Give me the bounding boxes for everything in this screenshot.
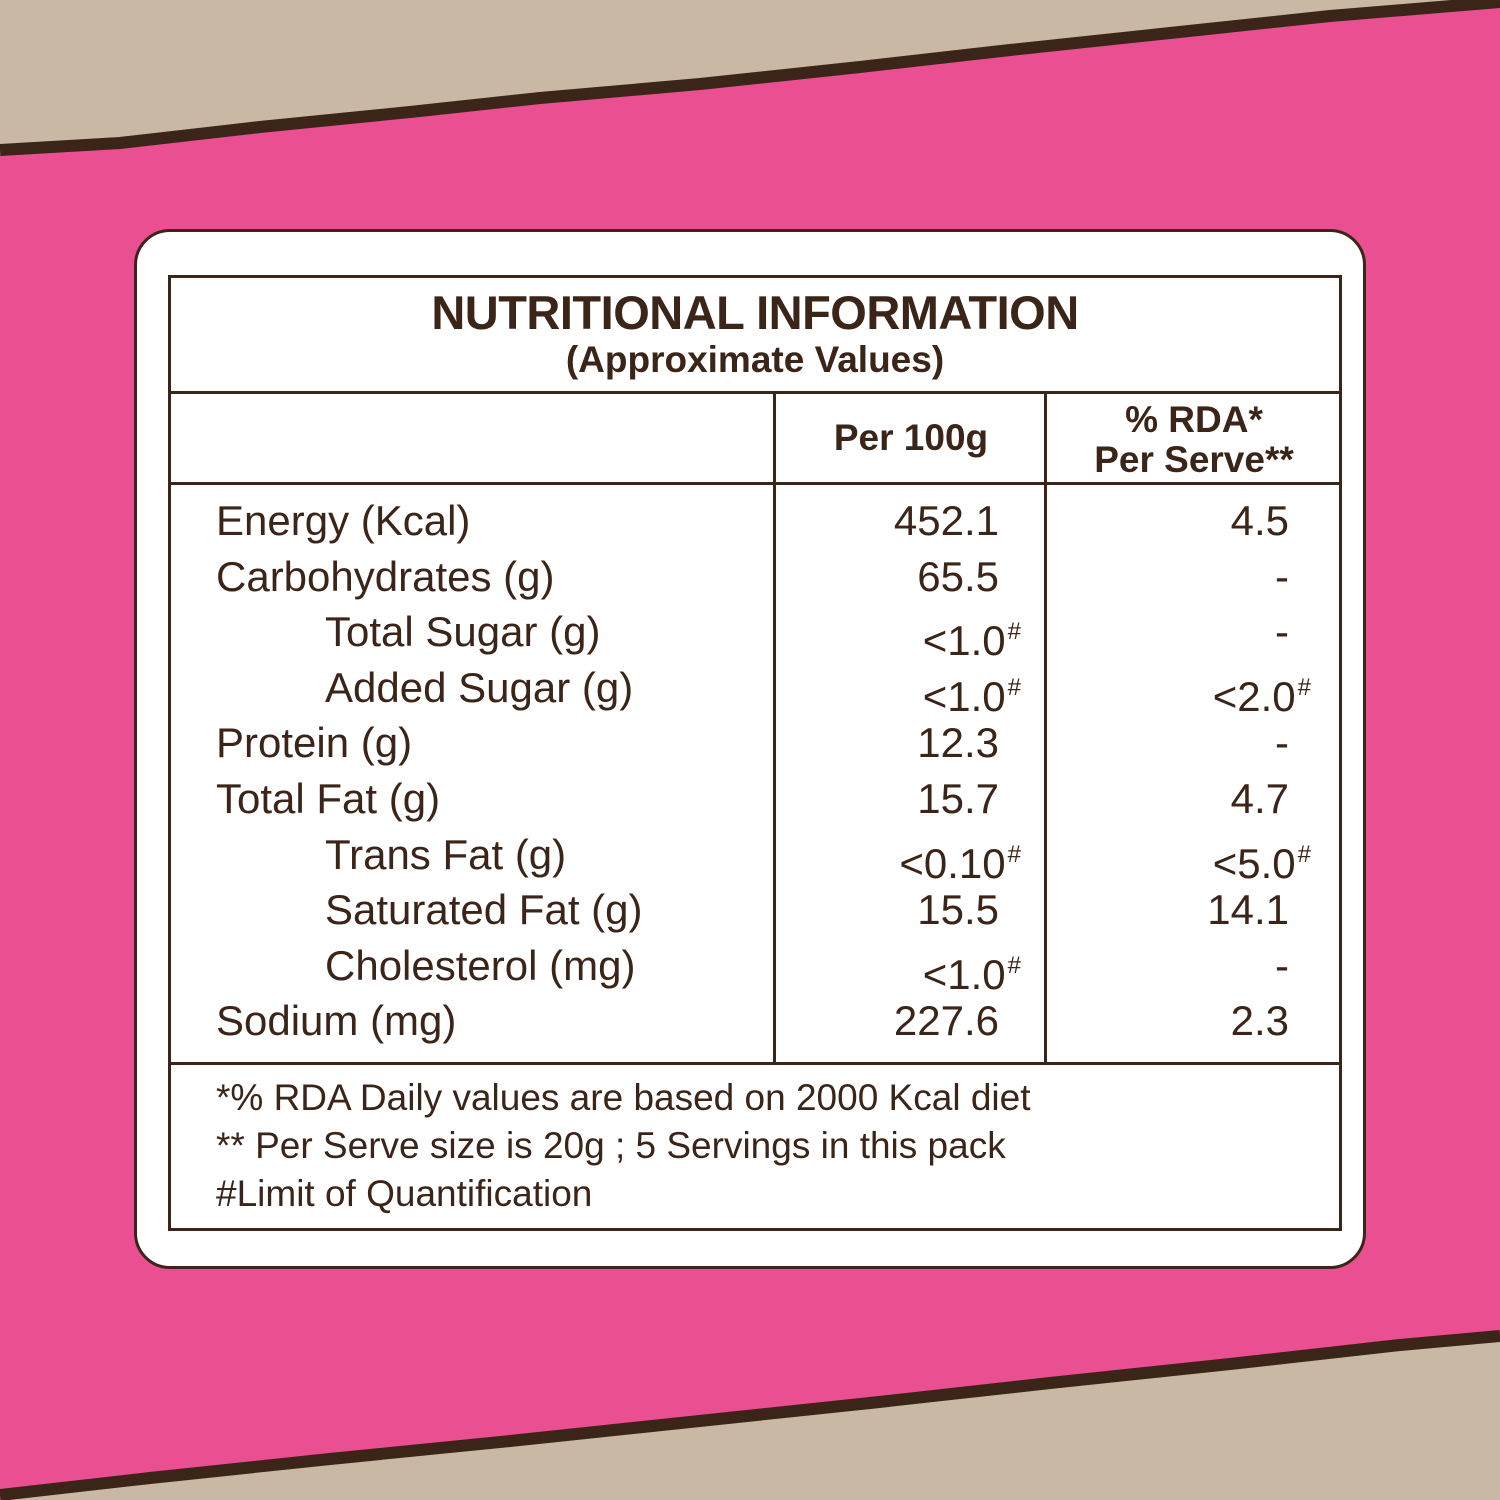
nutrient-name: Protein (g) <box>216 719 413 767</box>
per-100g-value: <1.0# <box>923 660 1021 725</box>
rda-per-serve-value-text: - <box>1275 719 1289 767</box>
table-row: Energy (Kcal) 452.1 4.5 <box>171 493 1339 549</box>
column-divider-2 <box>1044 394 1047 1065</box>
footnote-serve-size: ** Per Serve size is 20g ; 5 Servings in… <box>216 1125 1006 1166</box>
per-100g-value-text: 15.5 <box>917 886 999 934</box>
loq-mark: # <box>1297 673 1311 701</box>
table-row: Sodium (mg) 227.6 2.3 <box>171 993 1339 1049</box>
rda-per-serve-value: - <box>1275 938 1289 994</box>
rda-per-serve-value-text: - <box>1275 608 1289 656</box>
rda-per-serve-value: - <box>1275 604 1289 660</box>
rda-per-serve-value: 14.1 <box>1207 882 1289 938</box>
nutrient-name: Total Fat (g) <box>216 775 441 822</box>
rda-per-serve-value-text: - <box>1275 941 1289 989</box>
per-100g-value: 15.5 <box>917 882 999 938</box>
nutrient-name: Cholesterol (mg) <box>325 941 636 989</box>
nutrient-name: Trans Fat (g) <box>325 830 567 878</box>
column-header-per-100g: Per 100g <box>833 417 989 458</box>
per-100g-value: 452.1 <box>894 493 999 549</box>
column-header-rda-line1: % RDA* <box>1125 399 1263 440</box>
nutrient-name: Carbohydrates (g) <box>216 552 555 600</box>
rda-per-serve-value-text: 4.5 <box>1230 497 1289 544</box>
per-100g-value: 12.3 <box>917 715 999 771</box>
loq-mark: # <box>1007 618 1021 646</box>
rda-per-serve-value: - <box>1275 549 1289 605</box>
table-row: Total Fat (g) 15.7 4.7 <box>171 771 1339 827</box>
table-row: Cholesterol (mg) <1.0# - <box>171 938 1339 998</box>
per-100g-value: <0.10# <box>899 827 1021 892</box>
rda-per-serve-value-text: 14.1 <box>1207 886 1289 934</box>
per-100g-value: 15.7 <box>917 771 999 827</box>
nutrition-card: NUTRITIONAL INFORMATION (Approximate Val… <box>134 229 1366 1269</box>
table-row: Saturated Fat (g) 15.5 14.1 <box>171 882 1339 938</box>
rda-per-serve-value-text: <2.0 <box>1212 672 1296 720</box>
table-subtitle: (Approximate Values) <box>565 339 945 380</box>
rda-per-serve-value-text: <5.0 <box>1212 839 1296 887</box>
rda-per-serve-value-text: - <box>1275 552 1289 600</box>
per-100g-value-text: <1.0 <box>922 950 1006 998</box>
divider-footnotes <box>171 1062 1339 1065</box>
loq-mark: # <box>1297 840 1311 868</box>
per-100g-value-text: 452.1 <box>893 497 999 544</box>
table-title: NUTRITIONAL INFORMATION <box>431 286 1079 339</box>
divider-title <box>171 391 1339 394</box>
table-row: Added Sugar (g) <1.0# <2.0# <box>171 660 1339 720</box>
rda-per-serve-value-text: 2.3 <box>1230 997 1289 1045</box>
nutrient-name: Added Sugar (g) <box>325 663 634 711</box>
rda-per-serve-value: <2.0# <box>1213 660 1311 725</box>
per-100g-value-text: 65.5 <box>917 552 999 600</box>
per-100g-value-text: <1.0 <box>922 617 1006 665</box>
divider-header <box>171 482 1339 485</box>
column-header-rda: % RDA* Per Serve** <box>1049 400 1339 480</box>
footnote-limit: #Limit of Quantification <box>216 1173 593 1214</box>
table-row: Trans Fat (g) <0.10# <5.0# <box>171 827 1339 887</box>
rda-per-serve-value: 2.3 <box>1231 993 1289 1049</box>
per-100g-value-text: 15.7 <box>917 775 999 822</box>
nutrient-name: Saturated Fat (g) <box>325 886 643 934</box>
rda-per-serve-value: <5.0# <box>1213 827 1311 892</box>
torn-edge-bottom <box>0 1330 1500 1500</box>
nutrient-name: Energy (Kcal) <box>216 497 471 544</box>
rda-per-serve-value: 4.5 <box>1231 493 1289 549</box>
column-divider-1 <box>773 394 776 1065</box>
per-100g-value: 227.6 <box>894 993 999 1049</box>
table-row: Carbohydrates (g) 65.5 - <box>171 549 1339 605</box>
per-100g-value-text: 227.6 <box>893 997 999 1045</box>
table-row: Total Sugar (g) <1.0# - <box>171 604 1339 664</box>
per-100g-value: <1.0# <box>923 604 1021 669</box>
per-100g-value-text: <0.10 <box>899 839 1006 887</box>
table-row: Protein (g) 12.3 - <box>171 715 1339 771</box>
nutrient-name: Sodium (mg) <box>216 997 457 1045</box>
loq-mark: # <box>1007 673 1021 701</box>
per-100g-value-text: <1.0 <box>922 672 1006 720</box>
torn-edge-top <box>0 0 1500 156</box>
column-header-rda-line2: Per Serve** <box>1094 439 1294 480</box>
rda-per-serve-value: 4.7 <box>1231 771 1289 827</box>
nutrition-table: NUTRITIONAL INFORMATION (Approximate Val… <box>168 275 1342 1231</box>
per-100g-value: 65.5 <box>917 549 999 605</box>
per-100g-value-text: 12.3 <box>917 719 999 767</box>
loq-mark: # <box>1007 840 1021 868</box>
footnote-rda: *% RDA Daily values are based on 2000 Kc… <box>216 1077 1031 1118</box>
nutrient-name: Total Sugar (g) <box>325 608 601 656</box>
rda-per-serve-value: - <box>1275 715 1289 771</box>
per-100g-value: <1.0# <box>923 938 1021 1003</box>
loq-mark: # <box>1007 951 1021 979</box>
rda-per-serve-value-text: 4.7 <box>1230 775 1289 822</box>
